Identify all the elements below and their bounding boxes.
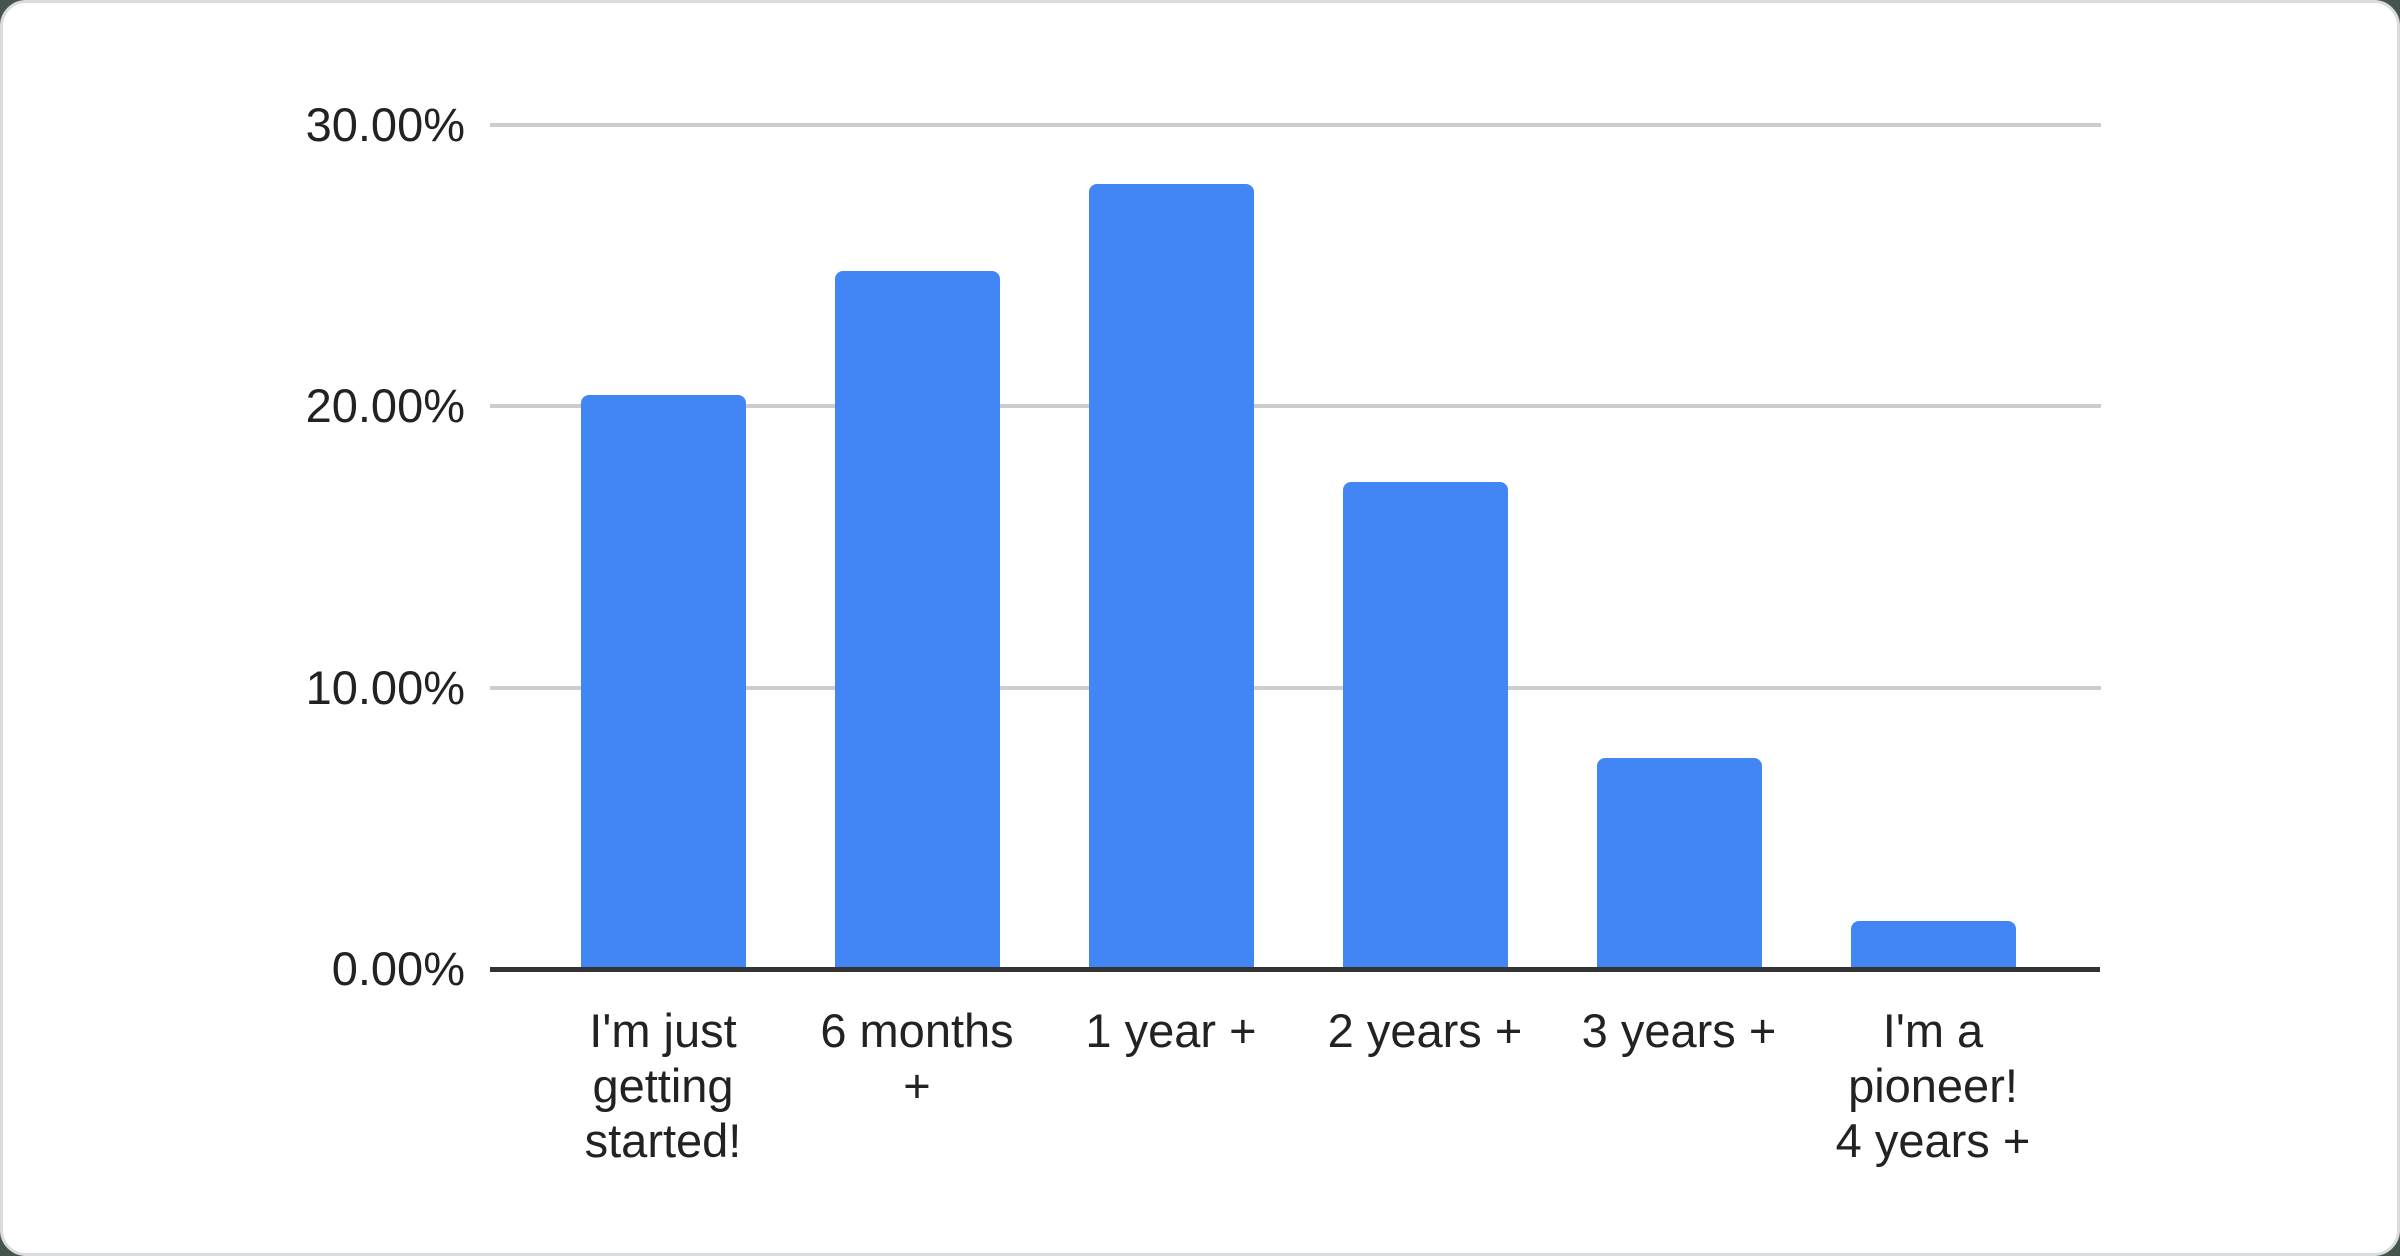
bar-1[interactable] xyxy=(580,394,746,969)
bar-4[interactable] xyxy=(1342,482,1508,969)
gridline-30pct xyxy=(490,122,2101,127)
gridline-10pct xyxy=(490,685,2101,690)
x-tick-label-2: 6 months + xyxy=(820,1004,1014,1112)
x-axis-line xyxy=(490,967,2100,972)
y-axis-labels: 0.00% 10.00% 20.00% 30.00% xyxy=(3,3,2397,1253)
y-tick-label-20pct: 20.00% xyxy=(305,379,465,432)
x-tick-label-6: I'm a pioneer! 4 years + xyxy=(1835,1004,2031,1167)
bars-layer xyxy=(3,3,2397,1253)
bar-2[interactable] xyxy=(834,270,1000,969)
gridlines-layer xyxy=(3,3,2397,1253)
x-tick-label-1: I'm just getting started! xyxy=(584,1004,742,1167)
x-tick-label-5: 3 years + xyxy=(1581,1004,1777,1057)
x-axis-layer xyxy=(3,3,2397,1253)
gridline-20pct xyxy=(490,404,2101,408)
x-axis-labels: I'm just getting started! 6 months + 1 yea… xyxy=(3,3,2397,1253)
x-tick-label-3: 1 year + xyxy=(1085,1004,1257,1057)
bar-6[interactable] xyxy=(1850,921,2016,969)
y-tick-label-30pct: 30.00% xyxy=(305,97,465,151)
y-tick-label-10pct: 10.00% xyxy=(305,660,465,714)
bar-3[interactable] xyxy=(1088,183,1254,969)
x-tick-label-4: 2 years + xyxy=(1327,1004,1523,1057)
bar-5[interactable] xyxy=(1596,757,1762,969)
y-tick-label-0pct: 0.00% xyxy=(331,942,465,995)
